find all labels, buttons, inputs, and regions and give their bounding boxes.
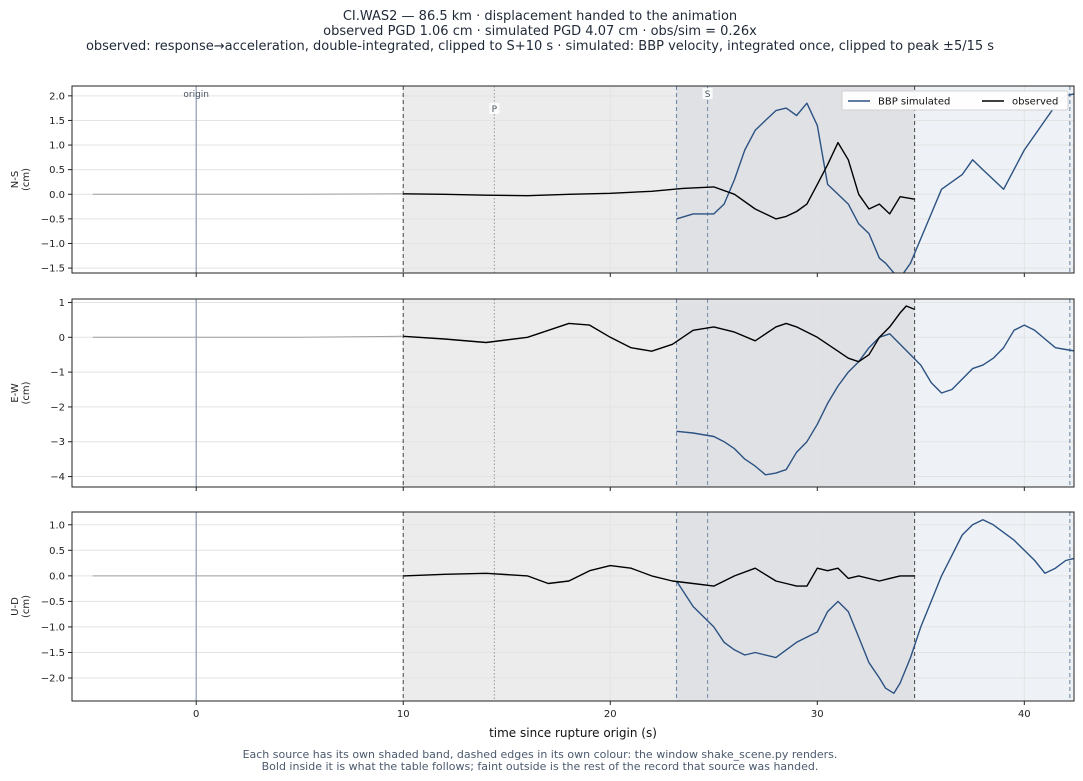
- series-lines: [92, 93, 1074, 273]
- legend: BBP simulated observed: [841, 90, 1069, 111]
- marker-label-bg: [702, 88, 713, 99]
- y-axis-label-line-1: E-W: [10, 383, 21, 403]
- legend-observed-label: observed: [1012, 97, 1058, 108]
- y-tick-label: −1.0: [41, 622, 65, 633]
- y-tick-label: 1.0: [49, 520, 65, 531]
- footer-line-1: Each source has its own shaded band, das…: [243, 748, 838, 761]
- x-tick-label: 10: [397, 709, 410, 720]
- x-axis-label: time since rupture origin (s): [489, 726, 657, 740]
- marker-label-s: S: [705, 90, 711, 100]
- observed-line: [403, 141, 915, 220]
- y-axis-label-line-1: U-D: [10, 597, 21, 616]
- title-line-3: observed: response→acceleration, double-…: [86, 39, 994, 54]
- footer-line-2: Bold inside it is what the table follows…: [262, 760, 819, 773]
- legend-box: [841, 90, 1069, 111]
- y-tick-label: −4: [50, 472, 65, 483]
- observed-line: [403, 564, 915, 587]
- bands: [403, 512, 1074, 701]
- window-overlap-band: [676, 299, 915, 487]
- observed-faint-line: [92, 335, 404, 338]
- x-tick-label: 30: [811, 709, 824, 720]
- y-tick-label: 2.0: [49, 91, 65, 102]
- y-tick-label: −0.5: [41, 214, 65, 225]
- x-tick-label: 0: [193, 709, 199, 720]
- y-tick-label: −2.0: [41, 674, 65, 685]
- title-line-2: observed PGD 1.06 cm · simulated PGD 4.0…: [323, 24, 757, 39]
- y-axis-label-line-2: (cm): [21, 595, 32, 618]
- simulated-line: [676, 93, 1074, 273]
- x-tick-label: 40: [1018, 709, 1031, 720]
- marker-label-bg: [489, 103, 500, 114]
- panel-1: origin P S −1.5 −1.0 −0.5 0.0 0.5 1.0 1.5 2.0 N-S(c…: [10, 85, 1075, 277]
- legend-simulated-label: BBP simulated: [878, 97, 950, 108]
- y-tick-label: 0.0: [49, 571, 65, 582]
- panel-frame: [71, 511, 1075, 702]
- observed-faint-line: [92, 193, 404, 195]
- y-tick-label: 0.5: [49, 165, 65, 176]
- y-tick-label: 0.0: [49, 190, 65, 201]
- y-tick-label: −0.5: [41, 597, 65, 608]
- bands: [403, 86, 1074, 273]
- panel-3: −2.0 −1.5 −1.0 −0.5 0.0 0.5 1.0 0 10 20 30 40 U-D(cm…: [10, 511, 1075, 720]
- y-axis-label: E-W(cm): [10, 381, 32, 404]
- y-tick-label: −1.5: [41, 648, 65, 659]
- y-tick-label: −2: [50, 402, 65, 413]
- y-tick-label: 1.5: [49, 116, 65, 127]
- series-lines: [92, 305, 1074, 476]
- window-overlap-band: [676, 86, 915, 273]
- title-line-1: CI.WAS2 — 86.5 km · displacement handed …: [343, 9, 737, 24]
- y-axis-label-line-1: N-S: [10, 171, 21, 188]
- y-tick-label: −1: [50, 368, 65, 379]
- bands: [403, 299, 1074, 487]
- panel-frame: [71, 298, 1075, 488]
- y-axis-label: U-D(cm): [10, 595, 32, 618]
- y-axis-label-line-2: (cm): [21, 168, 32, 191]
- panel-frame: [71, 85, 1075, 274]
- marker-label-origin: origin: [183, 90, 209, 100]
- y-tick-label: 0.5: [49, 546, 65, 557]
- y-tick-label: −1.5: [41, 264, 65, 275]
- simulated-line: [676, 324, 1074, 476]
- simulated-line: [675, 519, 1074, 694]
- panel-2: −4 −3 −2 −1 0 1 E-W(cm): [10, 298, 1075, 491]
- series-lines: [92, 519, 1074, 694]
- marker-label-p: P: [492, 105, 498, 115]
- y-tick-label: −1.0: [41, 239, 65, 250]
- y-tick-label: 1.0: [49, 141, 65, 152]
- y-tick-label: 0: [59, 333, 65, 344]
- panels-group: originPS−1.5−1.0−0.50.00.51.01.52.0N-S(c…: [10, 85, 1075, 720]
- y-tick-label: −3: [50, 437, 65, 448]
- y-axis-label: N-S(cm): [10, 168, 32, 191]
- observed-line: [403, 305, 915, 363]
- x-tick-label: 20: [604, 709, 617, 720]
- y-axis-label-line-2: (cm): [21, 381, 32, 404]
- window-overlap-band: [676, 512, 915, 701]
- y-tick-label: 1: [59, 298, 65, 309]
